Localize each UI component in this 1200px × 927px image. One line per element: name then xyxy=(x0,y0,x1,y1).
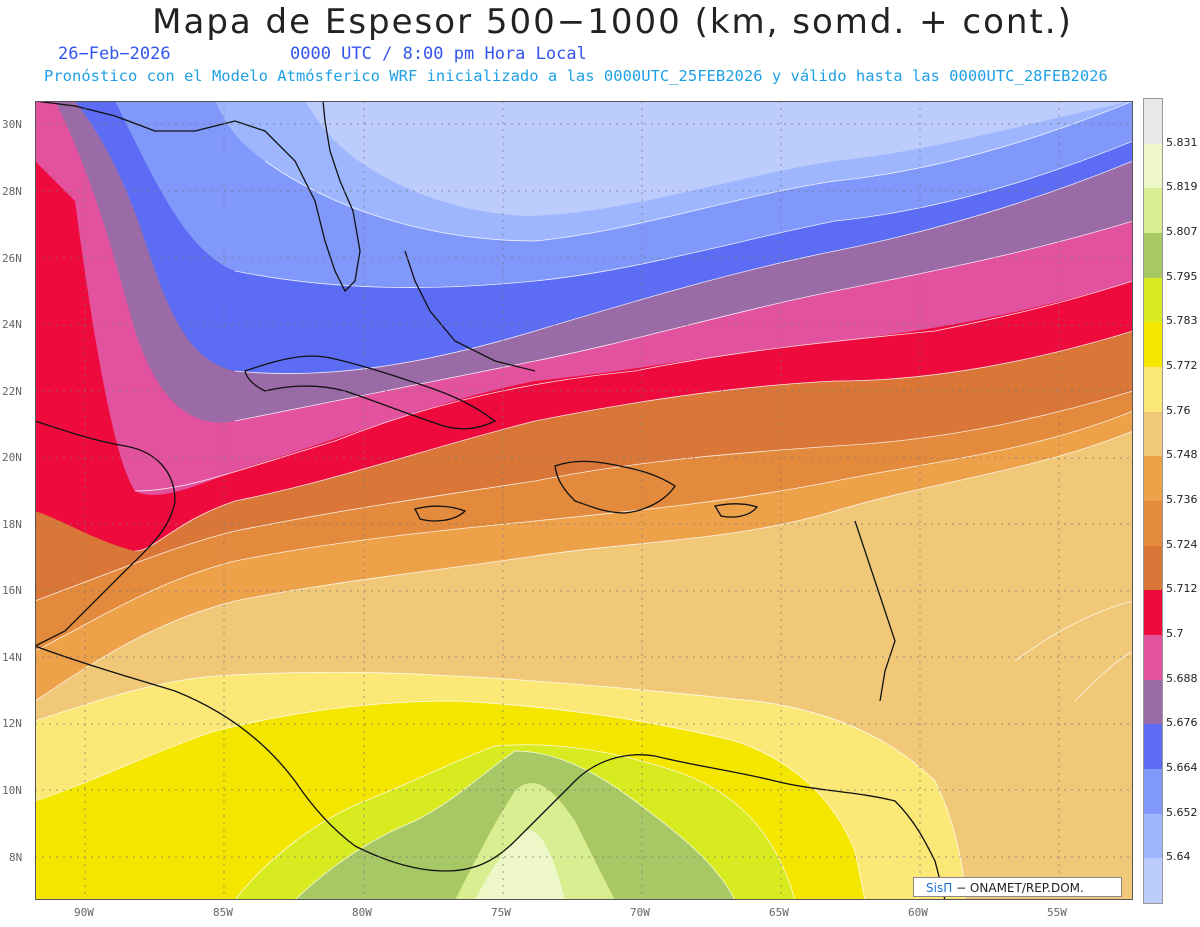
coast-cuba xyxy=(244,355,497,430)
colorbar-segment xyxy=(1144,769,1162,815)
colorbar-label: 5.831 xyxy=(1166,135,1198,149)
credit-box: SisΠ − ONAMET/REP.DOM. xyxy=(913,877,1122,897)
colorbar-segment xyxy=(1144,635,1162,681)
lat-label: 24N xyxy=(2,318,22,331)
credit-text: − ONAMET/REP.DOM. xyxy=(956,881,1084,895)
colorbar-segment xyxy=(1144,233,1162,279)
coast-puerto-rico xyxy=(713,503,759,518)
coast-yucatan xyxy=(35,420,176,647)
colorbar xyxy=(1143,98,1163,904)
colorbar-label: 5.795 xyxy=(1166,269,1198,283)
colorbar-label: 5.736 xyxy=(1166,493,1198,506)
colorbar-segment xyxy=(1144,813,1162,859)
colorbar-segment xyxy=(1144,858,1162,904)
colorbar-label: 5.688 xyxy=(1166,671,1198,685)
contour-lines xyxy=(35,101,1133,900)
coast-gulf-florida xyxy=(35,101,361,293)
colorbar-label: 5.772 xyxy=(1166,359,1198,372)
colorbar-label: 5.783 xyxy=(1166,314,1198,328)
lon-label: 70W xyxy=(630,906,650,919)
forecast-date: 26−Feb−2026 xyxy=(58,44,171,64)
lat-label: 10N xyxy=(2,784,22,797)
colorbar-segment xyxy=(1144,724,1162,770)
lat-label: 14N xyxy=(2,651,22,664)
colorbar-segment xyxy=(1144,99,1162,145)
colorbar-segment xyxy=(1144,143,1162,189)
forecast-time: 0000 UTC / 8:00 pm Hora Local xyxy=(290,44,587,64)
lat-label: 20N xyxy=(2,451,22,464)
colorbar-segment xyxy=(1144,277,1162,323)
colorbar-segment xyxy=(1144,367,1162,413)
lat-label: 12N xyxy=(2,717,22,730)
lon-label: 55W xyxy=(1047,906,1067,919)
thickness-map xyxy=(35,101,1133,900)
lon-label: 65W xyxy=(769,906,789,919)
coast-lesser-antilles xyxy=(854,520,896,702)
colorbar-label: 5.819 xyxy=(1166,180,1198,194)
colorbar-label: 5.76 xyxy=(1166,403,1191,417)
lon-label: 90W xyxy=(74,906,94,919)
lat-label: 26N xyxy=(2,252,22,265)
lon-label: 80W xyxy=(352,906,372,919)
colorbar-segment xyxy=(1144,501,1162,547)
thickness-map-svg xyxy=(35,101,1133,900)
lon-label: 60W xyxy=(908,906,928,919)
colorbar-label: 5.807 xyxy=(1166,225,1198,238)
lat-label: 22N xyxy=(2,385,22,398)
colorbar-label: 5.676 xyxy=(1166,716,1198,730)
lat-label: 8N xyxy=(9,851,23,864)
map-title: Mapa de Espesor 500−1000 (km, somd. + co… xyxy=(152,2,1073,42)
colorbar-segment xyxy=(1144,456,1162,502)
lat-label: 18N xyxy=(2,518,22,531)
coast-central-america xyxy=(35,645,516,872)
lat-label: 16N xyxy=(2,584,22,597)
brand-logo-text: SisΠ xyxy=(926,881,953,895)
band-5819 xyxy=(475,830,565,900)
colorbar-label: 5.652 xyxy=(1166,805,1198,819)
colorbar-label: 5.748 xyxy=(1166,448,1198,462)
coast-jamaica xyxy=(414,505,467,522)
coast-bahamas xyxy=(404,250,536,372)
forecast-subtitle: Pronóstico con el Modelo Atmósferico WRF… xyxy=(44,67,1108,85)
colorbar-segment xyxy=(1144,679,1162,725)
grid-lines xyxy=(35,101,1133,900)
colorbar-segment xyxy=(1144,411,1162,457)
colorbar-segment xyxy=(1144,545,1162,591)
lat-label: 30N xyxy=(2,118,22,131)
coast-hispaniola xyxy=(554,460,676,514)
colorbar-segment xyxy=(1144,590,1162,636)
lat-label: 28N xyxy=(2,185,22,198)
coastlines xyxy=(35,101,946,900)
colorbar-label: 5.64 xyxy=(1166,850,1191,864)
coast-south-america xyxy=(514,754,946,900)
colorbar-label: 5.664 xyxy=(1166,761,1198,774)
band-5628 xyxy=(305,101,1133,216)
lon-label: 85W xyxy=(213,906,233,919)
colorbar-segment xyxy=(1144,322,1162,368)
colorbar-label: 5.712 xyxy=(1166,582,1198,596)
colorbar-segment xyxy=(1144,188,1162,234)
lon-label: 75W xyxy=(491,906,511,919)
colorbar-label: 5.7 xyxy=(1166,627,1184,640)
colorbar-label: 5.724 xyxy=(1166,537,1198,551)
